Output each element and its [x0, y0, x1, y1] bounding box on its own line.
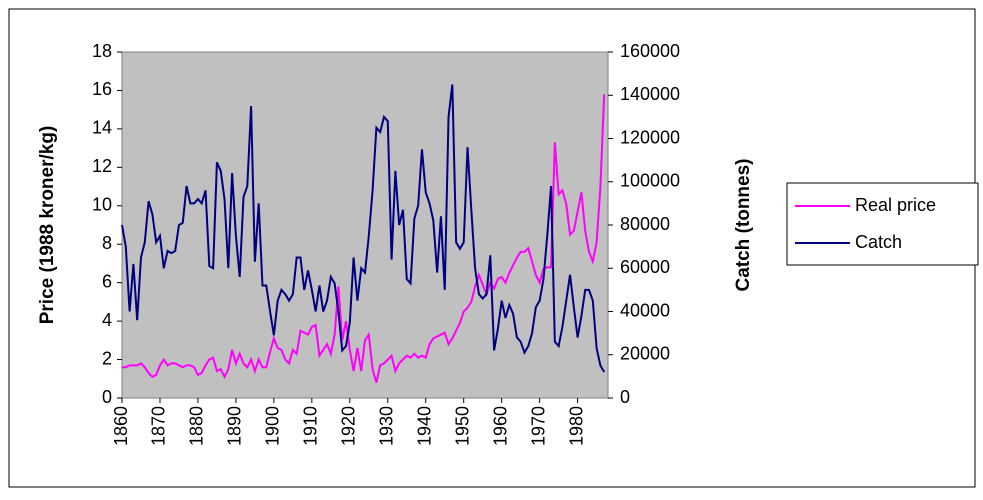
y-tick-label: 10: [92, 195, 112, 215]
legend-label: Real price: [855, 195, 936, 215]
y-tick-label: 18: [92, 41, 112, 61]
y2-tick-label: 20000: [620, 344, 670, 364]
y-tick-label: 16: [92, 79, 112, 99]
x-tick-label: 1950: [452, 406, 472, 446]
y-tick-label: 14: [92, 118, 112, 138]
y-tick-label: 4: [102, 310, 112, 330]
y-axis-title: Price (1988 kroner/kg): [37, 126, 58, 325]
y2-axis-title: Catch (tonnes): [733, 159, 754, 292]
x-tick-label: 1960: [490, 406, 510, 446]
x-tick-label: 1980: [566, 406, 586, 446]
x-tick-label: 1940: [415, 406, 435, 446]
y-tick-label: 8: [102, 233, 112, 253]
x-tick-label: 1890: [225, 406, 245, 446]
y2-tick-label: 100000: [620, 171, 680, 191]
x-tick-label: 1930: [377, 406, 397, 446]
y-tick-label: 6: [102, 271, 112, 291]
x-tick-label: 1970: [528, 406, 548, 446]
y-tick-label: 0: [102, 387, 112, 407]
x-tick-label: 1860: [111, 406, 131, 446]
y2-tick-label: 140000: [620, 84, 680, 104]
y-tick-label: 12: [92, 156, 112, 176]
legend: [786, 182, 979, 266]
x-tick-label: 1870: [149, 406, 169, 446]
y2-tick-label: 80000: [620, 214, 670, 234]
x-tick-label: 1920: [339, 406, 359, 446]
y-tick-label: 2: [102, 348, 112, 368]
y2-tick-label: 40000: [620, 300, 670, 320]
y2-tick-label: 60000: [620, 257, 670, 277]
legend-label: Catch: [855, 232, 902, 252]
series-line: [121, 84, 606, 373]
y2-tick-label: 120000: [620, 127, 680, 147]
y2-tick-label: 160000: [620, 41, 680, 61]
x-tick-label: 1910: [301, 406, 321, 446]
series-line: [122, 94, 606, 383]
y2-tick-label: 0: [620, 387, 630, 407]
x-tick-label: 1900: [263, 406, 283, 446]
x-tick-label: 1880: [187, 406, 207, 446]
